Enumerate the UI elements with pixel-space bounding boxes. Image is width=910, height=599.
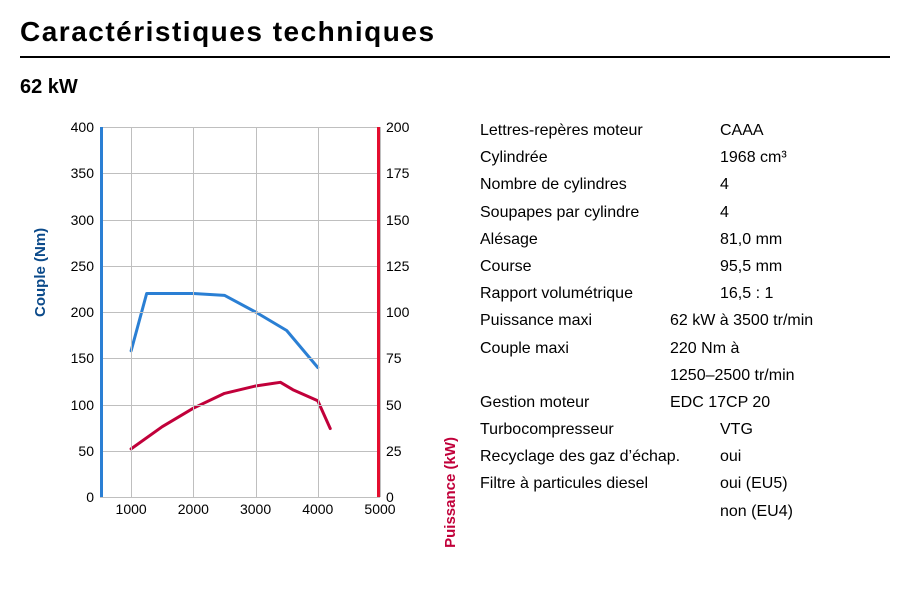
spec-value: 81,0 mm — [720, 226, 782, 253]
spec-label: Filtre à particules diesel — [480, 470, 720, 497]
series-couple — [131, 294, 318, 368]
y-left-tick: 0 — [54, 489, 94, 505]
spec-value: 95,5 mm — [720, 253, 782, 280]
x-tick: 3000 — [240, 501, 271, 517]
right-axis-line — [377, 127, 380, 497]
grid-line-horizontal — [100, 220, 380, 221]
left-axis-line — [100, 127, 103, 497]
y-right-tick: 50 — [386, 397, 426, 413]
spec-value-extra: non (EU4) — [720, 498, 890, 525]
spec-label: Recyclage des gaz d’échap. — [480, 443, 720, 470]
specs-list: Lettres-repères moteurCAAACylindrée1968 … — [450, 117, 890, 525]
grid-line-horizontal — [100, 266, 380, 267]
spec-label: Course — [480, 253, 720, 280]
y-left-tick: 300 — [54, 212, 94, 228]
spec-row: Alésage81,0 mm — [480, 226, 890, 253]
y-left-tick: 200 — [54, 304, 94, 320]
grid-line-vertical — [318, 127, 319, 497]
spec-row: TurbocompresseurVTG — [480, 416, 890, 443]
y-right-axis-label: Puissance (kW) — [442, 437, 459, 548]
grid-line-vertical — [131, 127, 132, 497]
grid-line-vertical — [380, 127, 381, 497]
spec-row: Nombre de cylindres4 — [480, 171, 890, 198]
spec-row: Recyclage des gaz d’échap.oui — [480, 443, 890, 470]
title-divider — [20, 56, 890, 58]
spec-value: oui (EU5) — [720, 470, 788, 497]
y-left-axis-label: Couple (Nm) — [32, 228, 49, 317]
spec-row: Filtre à particules dieseloui (EU5) — [480, 470, 890, 497]
spec-label: Soupapes par cylindre — [480, 199, 720, 226]
spec-value: CAAA — [720, 117, 764, 144]
spec-label: Couple maxi — [480, 335, 670, 362]
grid-line-vertical — [193, 127, 194, 497]
y-left-tick: 250 — [54, 258, 94, 274]
spec-label: Gestion moteur — [480, 389, 670, 416]
y-right-tick: 175 — [386, 165, 426, 181]
subtitle: 62 kW — [20, 76, 890, 99]
y-right-tick: 125 — [386, 258, 426, 274]
series-puissance — [131, 382, 330, 449]
y-left-tick: 400 — [54, 119, 94, 135]
chart-container: Couple (Nm) Puissance (kW) 0050251005015… — [20, 117, 450, 537]
spec-value: 16,5 : 1 — [720, 280, 773, 307]
spec-value: VTG — [720, 416, 753, 443]
spec-value-extra: 1250–2500 tr/min — [670, 362, 890, 389]
spec-value: 1968 cm³ — [720, 144, 787, 171]
spec-row: Cylindrée1968 cm³ — [480, 144, 890, 171]
y-left-tick: 350 — [54, 165, 94, 181]
spec-value: EDC 17CP 20 — [670, 389, 770, 416]
spec-label: Lettres-repères moteur — [480, 117, 720, 144]
spec-row: Lettres-repères moteurCAAA — [480, 117, 890, 144]
spec-value: 220 Nm à — [670, 335, 739, 362]
y-right-tick: 150 — [386, 212, 426, 228]
spec-value: 4 — [720, 171, 729, 198]
y-left-tick: 100 — [54, 397, 94, 413]
chart-plot-area: 0050251005015075200100250125300150350175… — [100, 127, 380, 497]
spec-row: Gestion moteurEDC 17CP 20 — [480, 389, 890, 416]
spec-value: 62 kW à 3500 tr/min — [670, 307, 813, 334]
spec-label: Cylindrée — [480, 144, 720, 171]
y-right-tick: 75 — [386, 350, 426, 366]
x-tick: 1000 — [116, 501, 147, 517]
spec-label: Puissance maxi — [480, 307, 670, 334]
grid-line-horizontal — [100, 312, 380, 313]
y-right-tick: 25 — [386, 443, 426, 459]
spec-label: Nombre de cylindres — [480, 171, 720, 198]
y-right-tick: 100 — [386, 304, 426, 320]
spec-value: oui — [720, 443, 741, 470]
spec-label: Turbocompresseur — [480, 416, 720, 443]
spec-label: Rapport volumétrique — [480, 280, 720, 307]
spec-row: Course95,5 mm — [480, 253, 890, 280]
x-tick: 5000 — [364, 501, 395, 517]
grid-line-horizontal — [100, 173, 380, 174]
spec-row: Soupapes par cylindre 4 — [480, 199, 890, 226]
spec-value: 4 — [720, 199, 729, 226]
spec-label: Alésage — [480, 226, 720, 253]
y-left-tick: 50 — [54, 443, 94, 459]
y-right-tick: 200 — [386, 119, 426, 135]
grid-line-vertical — [256, 127, 257, 497]
grid-line-horizontal — [100, 127, 380, 128]
spec-row: Puissance maxi62 kW à 3500 tr/min — [480, 307, 890, 334]
spec-row: Rapport volumétrique16,5 : 1 — [480, 280, 890, 307]
y-left-tick: 150 — [54, 350, 94, 366]
x-tick: 4000 — [302, 501, 333, 517]
grid-line-horizontal — [100, 497, 380, 498]
x-tick: 2000 — [178, 501, 209, 517]
grid-line-horizontal — [100, 405, 380, 406]
grid-line-horizontal — [100, 451, 380, 452]
content-row: Couple (Nm) Puissance (kW) 0050251005015… — [20, 117, 890, 537]
spec-row: Couple maxi220 Nm à — [480, 335, 890, 362]
page-title: Caractéristiques techniques — [20, 16, 890, 48]
grid-line-horizontal — [100, 358, 380, 359]
